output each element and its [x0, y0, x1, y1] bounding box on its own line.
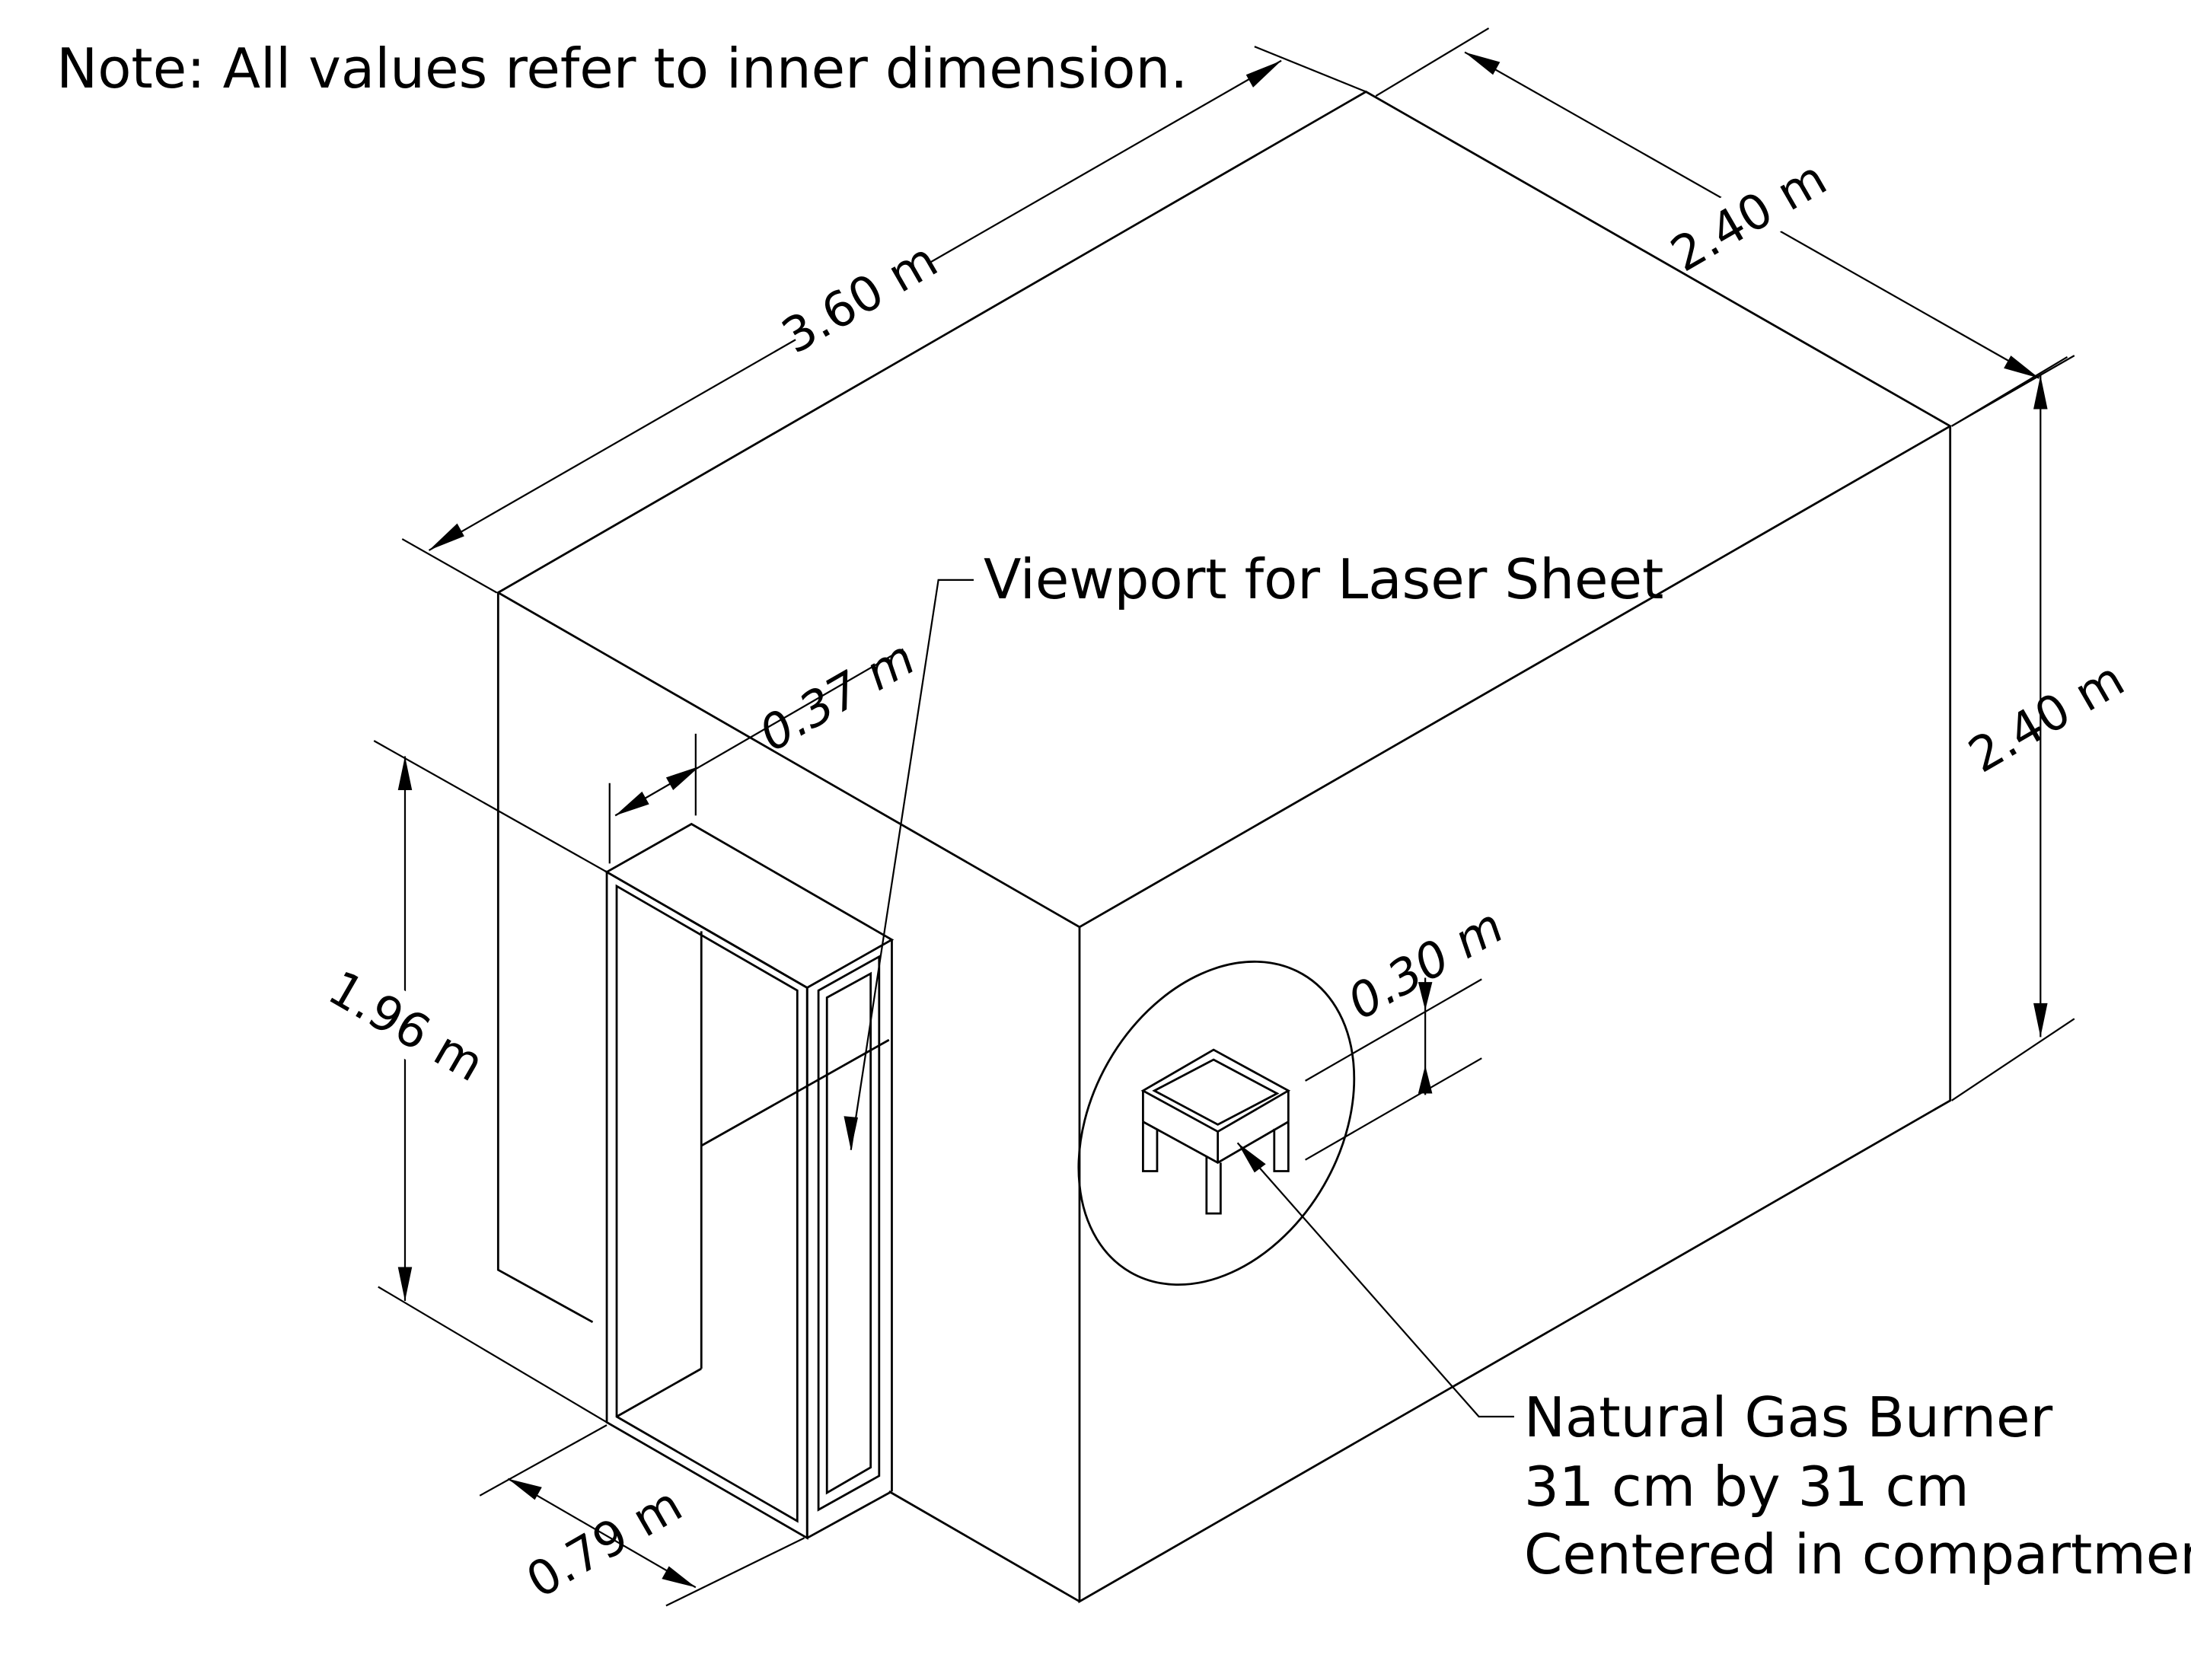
door-frame-outer	[605, 870, 808, 1540]
arrowhead	[615, 791, 649, 816]
door-depth-label: 0.37 m	[750, 630, 924, 762]
burner-callout: Natural Gas Burner 31 cm by 31 cm Center…	[1236, 1142, 2191, 1587]
ext-line	[1254, 46, 1367, 93]
ext-line	[1375, 27, 1490, 97]
box-left-vertical-edge	[496, 592, 594, 1324]
ext-line	[665, 1537, 805, 1607]
viewport-and-burner	[1077, 960, 1356, 1286]
width-label: 2.40 m	[1662, 150, 1836, 282]
gas-burner	[1140, 1048, 1291, 1215]
arrowhead	[1418, 1065, 1433, 1094]
dimension-door-width: 0.79 m	[479, 1424, 805, 1609]
note-text: Note: All values refer to inner dimensio…	[56, 37, 1188, 101]
arrowhead	[1418, 982, 1433, 1011]
arrowhead	[2033, 1003, 2048, 1038]
leader-line	[850, 579, 974, 1150]
arrowhead	[508, 1478, 542, 1500]
door-height-label: 1.96 m	[319, 960, 493, 1092]
dimension-burner-height: 0.30 m	[1305, 898, 1513, 1161]
ext-line	[1950, 355, 2075, 427]
door-frame-bottom-side	[806, 1490, 893, 1539]
box-bottom-edge	[888, 1490, 1080, 1603]
door-frame-inner	[615, 884, 799, 1523]
viewport-ellipse	[1077, 960, 1356, 1286]
burner-leg-right	[1273, 1121, 1290, 1172]
burner-label-line1: Natural Gas Burner	[1524, 1386, 2053, 1450]
label-mask	[327, 963, 485, 1089]
burner-top-inner	[1152, 1058, 1280, 1126]
ext-line	[401, 538, 498, 594]
burner-leg-left	[1142, 1121, 1159, 1172]
ext-line	[479, 1424, 608, 1497]
ext-line	[1950, 1018, 2075, 1101]
arrowhead	[2033, 375, 2048, 410]
door-frame	[604, 822, 895, 1540]
leader-line	[1236, 1142, 1514, 1418]
arrowhead	[1465, 52, 1501, 75]
dimension-door-height: 1.96 m	[319, 740, 608, 1423]
box-outline	[496, 90, 1952, 1604]
ext-line	[373, 740, 608, 873]
label-mask	[778, 234, 940, 362]
burner-top	[1140, 1048, 1291, 1133]
arrowhead	[1245, 60, 1282, 88]
dimension-length: 3.60 m	[401, 46, 1367, 594]
dim-line	[507, 1478, 697, 1589]
burner-leg-front	[1205, 1156, 1222, 1215]
viewport-callout: Viewport for Laser Sheet	[844, 548, 1663, 1150]
door-side-panel-outer	[817, 955, 881, 1512]
arrowhead	[2004, 355, 2040, 378]
dimension-width: 2.40 m	[1375, 27, 2068, 427]
arrowhead	[429, 523, 464, 550]
burner-label-line2: 31 cm by 31 cm	[1524, 1455, 1969, 1519]
burner-label-line3: Centered in compartment	[1524, 1523, 2191, 1587]
box-top-front-edge	[1079, 425, 1951, 929]
burner-bottom-rim	[1142, 1121, 1290, 1164]
ext-line	[1305, 1057, 1482, 1161]
door-width-label: 0.79 m	[517, 1477, 691, 1609]
viewport-label: Viewport for Laser Sheet	[984, 548, 1663, 612]
dim-line	[614, 648, 904, 817]
door-interior-bottom	[616, 1367, 702, 1418]
arrowhead	[662, 1566, 696, 1588]
arrowhead	[397, 756, 413, 791]
arrowhead	[844, 1116, 858, 1150]
ext-line	[378, 1286, 608, 1423]
door-side-panel-inner	[825, 971, 872, 1495]
height-label: 2.40 m	[1960, 651, 2134, 783]
arrowhead	[665, 766, 700, 791]
ext-line	[1305, 978, 1482, 1082]
compartment-box	[496, 90, 1952, 1604]
arrowhead	[397, 1267, 413, 1302]
length-label: 3.60 m	[773, 232, 947, 365]
door-interior-floor	[700, 1038, 890, 1147]
label-mask	[1667, 151, 1829, 280]
arrowhead	[1237, 1143, 1266, 1173]
dimension-height: 2.40 m	[1950, 355, 2134, 1101]
